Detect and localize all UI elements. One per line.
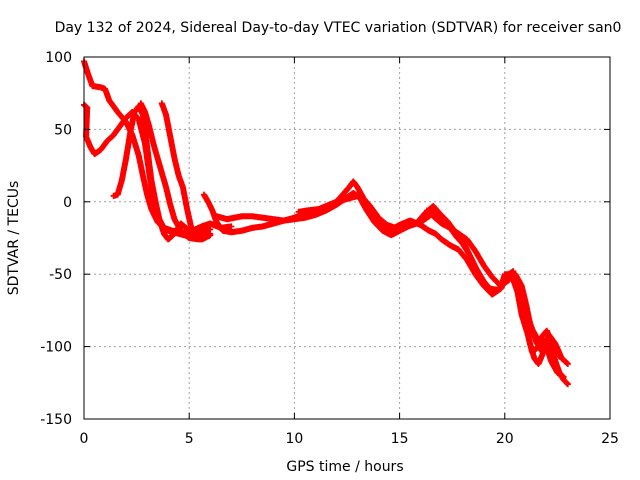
x-tick-label: 10 [285,431,303,447]
series-markers [424,207,563,360]
y-tick-label: 0 [63,195,72,211]
y-tick-label: 100 [45,50,72,66]
y-tick-label: -150 [40,412,72,428]
y-tick-label: -100 [40,340,72,356]
series-track-5 [158,100,214,243]
chart-title: Day 132 of 2024, Sidereal Day-to-day VTE… [55,20,622,36]
y-tick-label: -50 [49,267,72,283]
series-track-9 [424,207,563,360]
x-tick-label: 25 [601,431,619,447]
plot-frame [83,56,611,420]
x-axis-title: GPS time / hours [286,459,403,475]
data-series [81,58,571,388]
series-markers [158,100,214,243]
axis-ticks [83,56,611,420]
x-tick-label: 0 [80,431,89,447]
y-tick-label: 50 [54,122,72,138]
x-tick-label: 5 [185,431,194,447]
y-axis-title: SDTVAR / TECUs [6,181,22,296]
tick-labels: 0 5 10 15 20 25 -150 -100 -50 0 50 100 [40,50,619,447]
x-tick-label: 15 [391,431,409,447]
x-tick-label: 20 [496,431,514,447]
